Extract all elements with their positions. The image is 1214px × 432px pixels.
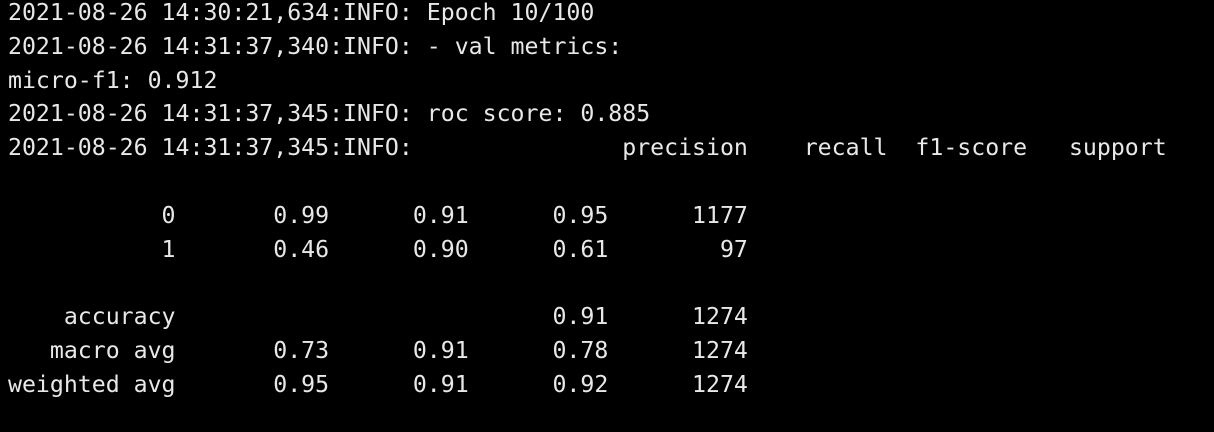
- report-row: weighted avg 0.95 0.91 0.92 1274: [8, 370, 748, 398]
- report-row: 1 0.46 0.90 0.61 97: [8, 235, 748, 263]
- blank-line: [8, 165, 1167, 199]
- log-line: 2021-08-26 14:30:21,634:INFO: Epoch 10/1…: [8, 0, 595, 26]
- report-row: 0 0.99 0.91 0.95 1177: [8, 201, 748, 229]
- terminal-output: 2021-08-26 14:30:21,634:INFO: Epoch 10/1…: [8, 0, 1167, 402]
- report-header: 2021-08-26 14:31:37,345:INFO: precision …: [8, 134, 1167, 162]
- report-row: accuracy 0.91 1274: [8, 303, 748, 331]
- report-row: macro avg 0.73 0.91 0.78 1274: [8, 336, 748, 364]
- log-line: 2021-08-26 14:31:37,345:INFO: roc score:…: [8, 100, 651, 128]
- log-line: micro-f1: 0.912: [8, 66, 218, 94]
- log-line: 2021-08-26 14:31:37,340:INFO: - val metr…: [8, 32, 623, 60]
- blank-line: [8, 266, 1167, 300]
